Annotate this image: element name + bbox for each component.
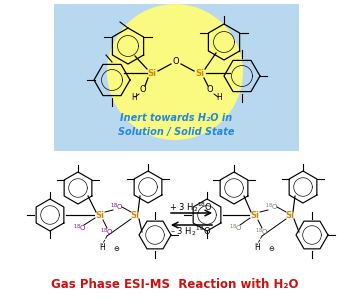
Circle shape: [107, 4, 243, 140]
Text: H: H: [99, 243, 105, 253]
Text: O: O: [207, 85, 213, 95]
Text: O: O: [140, 85, 146, 95]
FancyBboxPatch shape: [54, 4, 299, 151]
Text: H: H: [216, 94, 222, 102]
Text: H: H: [131, 94, 137, 102]
Text: + 3 H$_2$$^{18}$O: + 3 H$_2$$^{18}$O: [169, 200, 213, 214]
Text: Gas Phase ESI-MS  Reaction with H₂O: Gas Phase ESI-MS Reaction with H₂O: [51, 278, 299, 292]
Text: Si: Si: [96, 210, 105, 220]
Text: Si: Si: [131, 210, 140, 220]
Text: Inert towards H₂O in: Inert towards H₂O in: [120, 113, 232, 123]
Text: – 3 H$_2$$^{18}$O: – 3 H$_2$$^{18}$O: [170, 224, 211, 238]
Text: $^{18}$O: $^{18}$O: [255, 226, 269, 238]
Text: Solution / Solid State: Solution / Solid State: [118, 127, 234, 137]
Text: ⊖: ⊖: [113, 246, 119, 252]
Text: Si: Si: [196, 69, 204, 77]
Text: H: H: [254, 243, 260, 253]
Text: $^{18}$O: $^{18}$O: [73, 222, 87, 234]
Text: $^{18}$O: $^{18}$O: [110, 201, 124, 213]
Text: $^{18}$O: $^{18}$O: [100, 226, 114, 238]
Text: O: O: [173, 58, 179, 66]
Text: Si: Si: [147, 69, 156, 77]
Text: $^{18}$O: $^{18}$O: [265, 201, 279, 213]
Text: Si: Si: [286, 210, 294, 220]
Text: $^{18}$O: $^{18}$O: [229, 222, 243, 234]
Text: ⊖: ⊖: [268, 246, 274, 252]
Text: Si: Si: [251, 210, 259, 220]
